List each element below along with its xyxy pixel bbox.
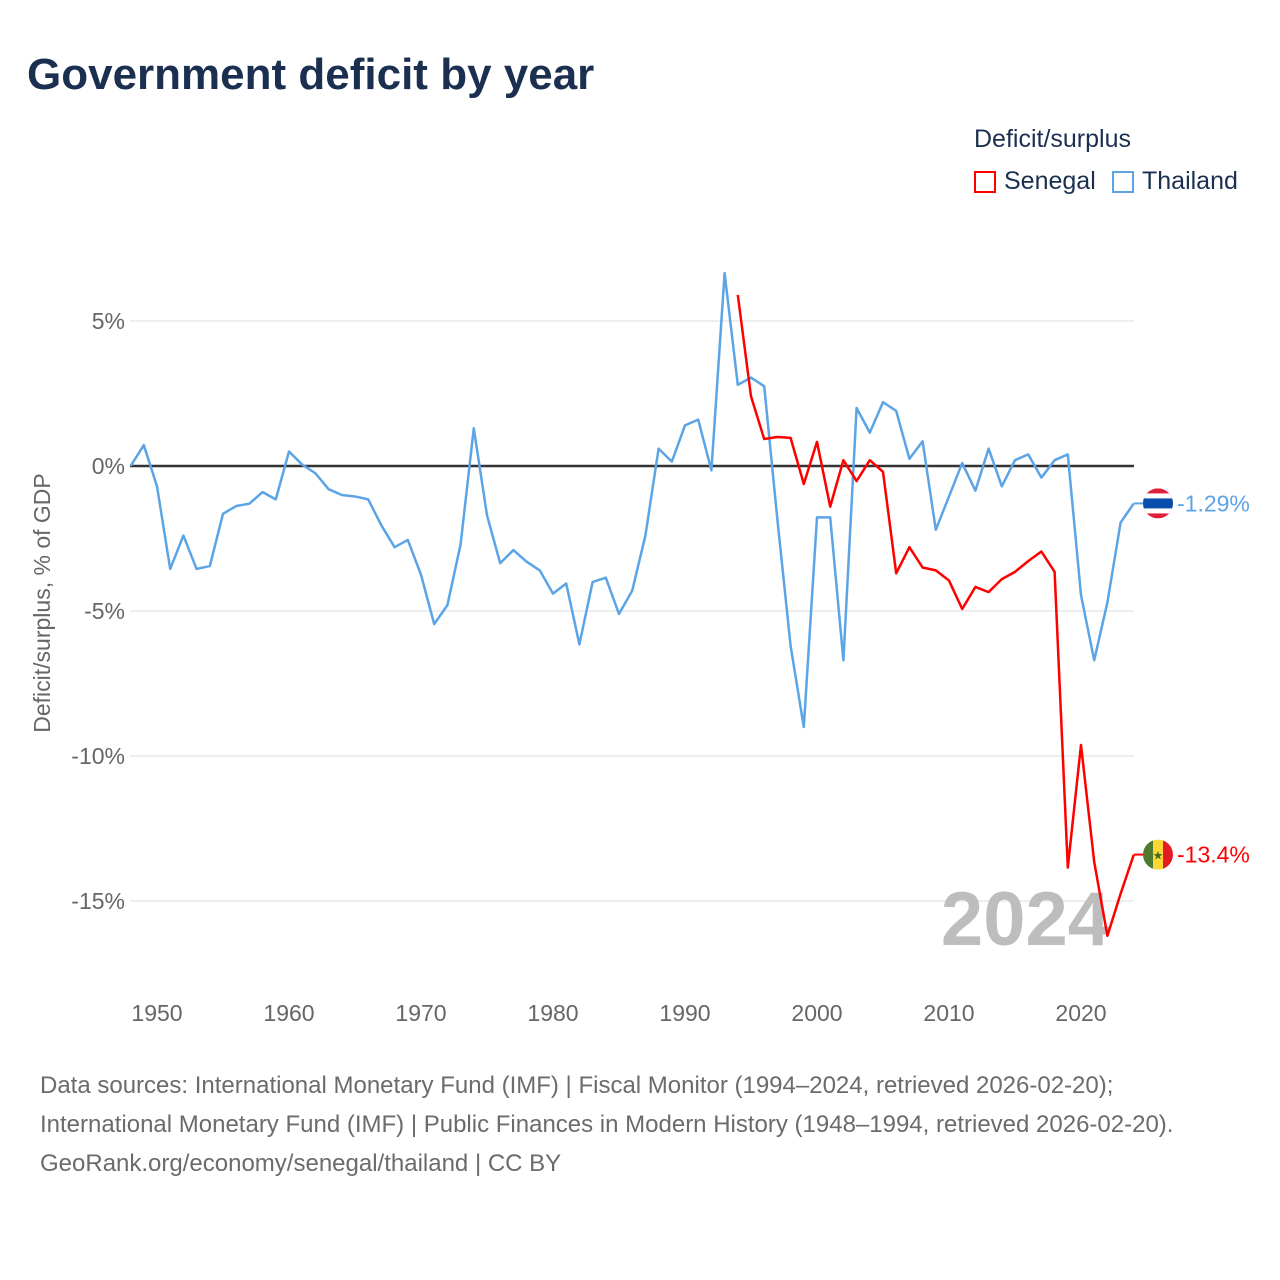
y-tick-label: -5%	[84, 598, 125, 624]
data-sources: Data sources: International Monetary Fun…	[40, 1072, 1174, 1138]
plot-area: 5% 0% -5% -10% -15% 1950 1960 1970 1980 1990 2000 2…	[29, 271, 1250, 1026]
x-tick-label: 1950	[131, 1000, 182, 1026]
flag-stripe	[1143, 839, 1153, 870]
flag-thailand-icon	[1143, 488, 1173, 519]
x-tick-label: 1970	[395, 1000, 446, 1026]
chart-title: Government deficit by year	[27, 50, 595, 99]
flag-senegal-icon: ★	[1143, 839, 1173, 870]
legend-swatch-senegal	[974, 170, 996, 193]
flag-body	[1143, 488, 1173, 519]
x-tick-label: 1990	[659, 1000, 710, 1026]
footer: Data sources: International Monetary Fun…	[40, 1066, 1240, 1183]
x-tick-label: 2000	[791, 1000, 842, 1026]
x-tick-label: 2010	[923, 1000, 974, 1026]
credit-link[interactable]: GeoRank.org/economy/senegal/thailand | C…	[40, 1150, 562, 1177]
legend-label: Thailand	[1142, 167, 1238, 195]
x-tick-label: 1980	[527, 1000, 578, 1026]
y-axis-label: Deficit/surplus, % of GDP	[29, 473, 55, 732]
y-tick-label: -10%	[71, 743, 125, 769]
y-tick-label: -15%	[71, 888, 125, 914]
flag-stripe	[1153, 839, 1163, 870]
y-tick-label: 0%	[92, 453, 125, 479]
x-tick-label: 1960	[263, 1000, 314, 1026]
flag-body: ★	[1143, 839, 1173, 870]
end-value-label: -1.29%	[1177, 490, 1250, 516]
x-tick-label: 2020	[1055, 1000, 1106, 1026]
flag-stripe	[1163, 839, 1173, 870]
flag-star: ★	[1153, 849, 1164, 863]
legend-label: Senegal	[1004, 167, 1096, 195]
legend-title: Deficit/surplus	[974, 125, 1131, 153]
legend-item-thailand[interactable]: Thailand	[1112, 167, 1238, 196]
legend-swatch-thailand	[1112, 170, 1134, 193]
series-line-thailand	[129, 271, 1135, 729]
end-value-label: -13.4%	[1177, 842, 1250, 868]
year-watermark: 2024	[941, 877, 1110, 962]
series-line-senegal	[736, 294, 1135, 938]
y-tick-label: 5%	[92, 308, 125, 334]
legend-item-senegal[interactable]: Senegal	[974, 167, 1096, 196]
flag-stripe	[1143, 498, 1173, 509]
